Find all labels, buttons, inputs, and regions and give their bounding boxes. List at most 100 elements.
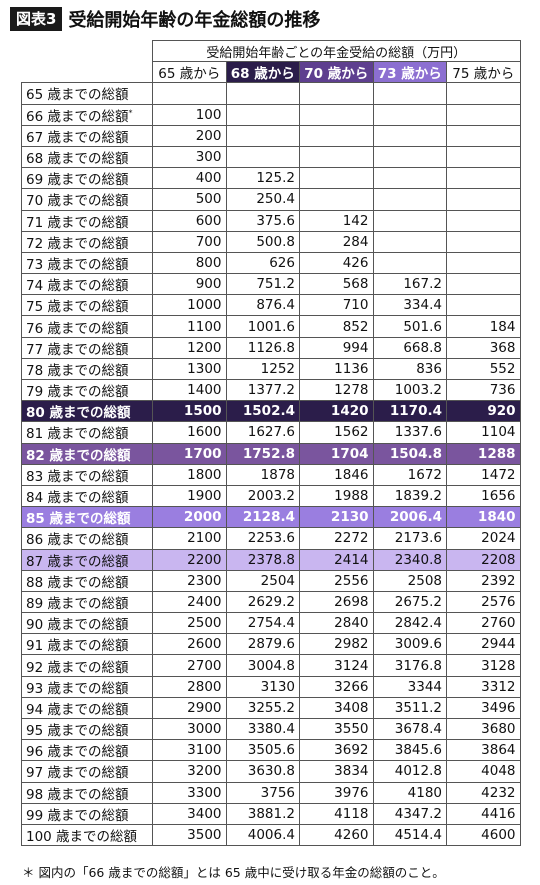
row-label: 100 歳までの総額 <box>21 823 153 847</box>
value-cell: 2272 <box>299 527 374 550</box>
table-row: 74 歳までの総額 900 751.2 568 167.2 <box>21 273 521 296</box>
row-label-text: 95 歳までの総額 <box>26 723 129 740</box>
row-label: 83 歳までの総額 <box>21 463 153 486</box>
value-cell: 4048 <box>446 760 521 783</box>
row-label: 94 歳までの総額 <box>21 696 153 720</box>
table-row: 92 歳までの総額 2700 3004.8 3124 3176.8 3128 <box>21 654 521 677</box>
row-label-text: 96 歳までの総額 <box>26 744 129 761</box>
value-cell: 3630.8 <box>225 760 300 783</box>
value-cell: 2300 <box>152 569 227 592</box>
value-cell: 800 <box>152 251 227 275</box>
value-cell: 994 <box>299 336 374 359</box>
footnote: ＊ 図内の「66 歳までの総額」とは 65 歳中に受け取る年金の総額のこと。 <box>22 865 445 880</box>
table-row: 66 歳までの総額* 100 <box>21 103 521 126</box>
row-label-text: 87 歳までの総額 <box>26 553 129 570</box>
table-row: 93 歳までの総額 2800 3130 3266 3344 3312 <box>21 675 521 698</box>
table-row: 95 歳までの総額 3000 3380.4 3550 3678.4 3680 <box>21 717 521 741</box>
value-cell: 2842.4 <box>372 612 447 635</box>
value-cell <box>446 209 521 232</box>
table-row: 94 歳までの総額 2900 3255.2 3408 3511.2 3496 <box>21 696 521 720</box>
row-label: 65 歳までの総額 <box>21 82 153 105</box>
value-cell: 3408 <box>299 696 374 720</box>
row-label-text: 67 歳までの総額 <box>26 129 129 146</box>
value-cell: 3511.2 <box>372 696 447 720</box>
row-label: 78 歳までの総額 <box>21 357 153 381</box>
value-cell: 3976 <box>299 781 374 804</box>
value-cell: 4600 <box>446 823 521 847</box>
value-cell: 1400 <box>152 378 227 402</box>
value-cell: 3176.8 <box>372 654 447 677</box>
group-header-row: 受給開始年齢ごとの年金受給の総額（万円） <box>21 39 521 84</box>
value-cell: 2504 <box>225 569 300 592</box>
row-label-text: 90 歳までの総額 <box>26 617 129 634</box>
value-cell: 2675.2 <box>372 590 447 614</box>
value-cell: 3550 <box>299 717 374 741</box>
value-cell: 1136 <box>299 357 374 381</box>
value-cell: 1420 <box>299 400 374 423</box>
row-label-text: 80 歳までの総額 <box>26 405 131 422</box>
value-cell: 3344 <box>372 675 447 698</box>
value-cell: 2003.2 <box>225 484 300 508</box>
column-header-68: 68 歳から <box>225 61 300 84</box>
value-cell: 1000 <box>152 294 227 317</box>
value-cell: 334.4 <box>372 294 447 317</box>
row-label-text: 81 歳までの総額 <box>26 426 129 443</box>
value-cell: 1672 <box>372 463 447 486</box>
row-label: 67 歳までの総額 <box>21 124 153 147</box>
table-row: 84 歳までの総額 1900 2003.2 1988 1839.2 1656 <box>21 484 521 508</box>
corner-cell <box>21 40 153 84</box>
value-cell: 3680 <box>446 717 521 741</box>
value-cell: 1337.6 <box>372 421 447 444</box>
value-cell: 710 <box>299 294 374 317</box>
row-label: 71 歳までの総額 <box>21 209 153 232</box>
row-label-text: 89 歳までの総額 <box>26 595 129 612</box>
value-cell: 2700 <box>152 654 227 677</box>
row-label: 68 歳までの総額 <box>21 145 153 169</box>
value-cell: 876.4 <box>225 294 300 317</box>
value-cell: 852 <box>299 315 374 338</box>
row-label-text: 72 歳までの総額 <box>26 235 129 252</box>
value-cell: 2100 <box>152 527 227 550</box>
table-row: 88 歳までの総額 2300 2504 2556 2508 2392 <box>21 569 521 592</box>
row-label: 88 歳までの総額 <box>21 569 153 592</box>
value-cell: 2879.6 <box>225 633 300 656</box>
value-cell: 3000 <box>152 717 227 741</box>
value-cell: 1840 <box>446 506 521 529</box>
value-cell: 3128 <box>446 654 521 677</box>
figure-title-row: 図表3 受給開始年齢の年金総額の推移 <box>10 6 320 32</box>
value-cell <box>372 103 447 126</box>
table-row: 73 歳までの総額 800 626 426 <box>21 251 521 275</box>
value-cell: 1700 <box>152 442 227 465</box>
value-cell <box>225 82 300 105</box>
row-label: 98 歳までの総額 <box>21 781 153 804</box>
value-cell: 4514.4 <box>372 823 447 847</box>
value-cell: 3130 <box>225 675 300 698</box>
value-cell: 3300 <box>152 781 227 804</box>
value-cell: 426 <box>299 251 374 275</box>
value-cell <box>225 124 300 147</box>
value-cell: 3505.6 <box>225 739 300 762</box>
table-body: 65 歳までの総額 66 歳までの総額* 100 67 歳までの総額 200 68 歳まで… <box>21 82 521 847</box>
value-cell: 1300 <box>152 357 227 381</box>
value-cell: 600 <box>152 209 227 232</box>
value-cell: 4347.2 <box>372 802 447 825</box>
value-cell: 1900 <box>152 484 227 508</box>
row-label-text: 83 歳までの総額 <box>26 468 129 485</box>
value-cell <box>225 145 300 169</box>
value-cell <box>446 251 521 275</box>
value-cell <box>299 103 374 126</box>
value-cell <box>372 230 447 253</box>
table-row: 96 歳までの総額 3100 3505.6 3692 3845.6 3864 <box>21 739 521 762</box>
value-cell: 2944 <box>446 633 521 656</box>
value-cell: 3845.6 <box>372 739 447 762</box>
value-cell: 1200 <box>152 336 227 359</box>
value-cell: 1988 <box>299 484 374 508</box>
value-cell: 3500 <box>152 823 227 847</box>
value-cell: 2378.8 <box>225 548 300 571</box>
value-cell: 2340.8 <box>372 548 447 571</box>
value-cell: 4012.8 <box>372 760 447 783</box>
value-cell: 300 <box>152 145 227 169</box>
value-cell: 1504.8 <box>372 442 447 465</box>
value-cell <box>225 103 300 126</box>
row-label-text: 66 歳までの総額 <box>26 108 129 125</box>
